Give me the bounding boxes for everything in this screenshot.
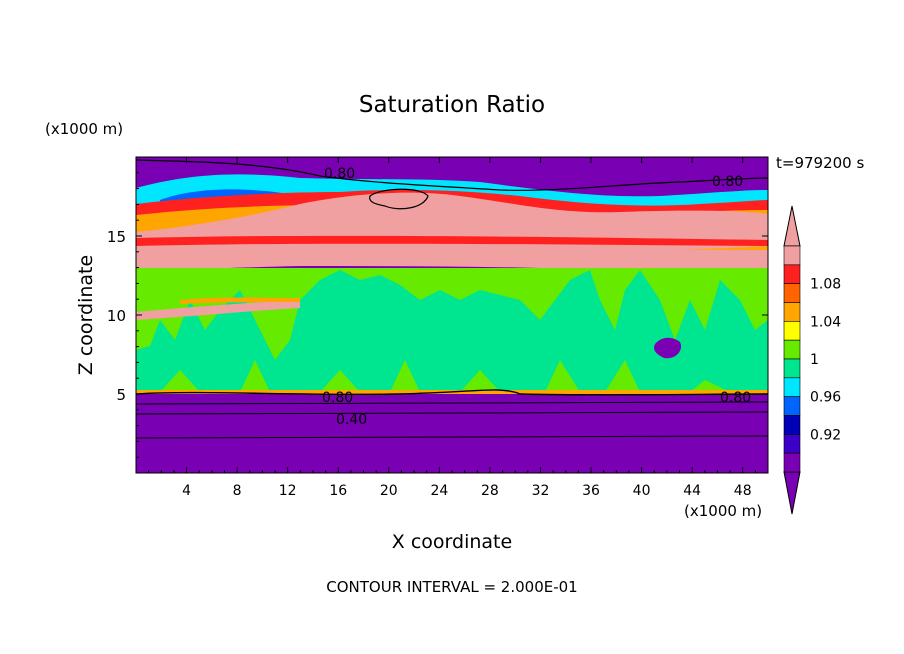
colorbar: 0.92 0.96 1 1.04 1.08 bbox=[783, 205, 841, 515]
colorbar-label: 1 bbox=[810, 352, 819, 368]
field-region-cloud-teal bbox=[136, 270, 768, 392]
x-tick-label: 24 bbox=[430, 483, 448, 499]
colorbar-segment bbox=[783, 302, 801, 322]
x-tick-label: 40 bbox=[633, 483, 651, 499]
colorbar-label: 0.96 bbox=[810, 390, 841, 406]
colorbar-segment bbox=[783, 415, 801, 435]
colorbar-label: 0.92 bbox=[810, 427, 841, 443]
contour-line-low-3 bbox=[136, 435, 768, 439]
colorbar-segment bbox=[783, 377, 801, 397]
x-tick-label: 48 bbox=[734, 483, 752, 499]
colorbar-upper-arrow bbox=[783, 205, 801, 247]
x-tick-label: 36 bbox=[582, 483, 600, 499]
field-region-streak-pink bbox=[136, 300, 300, 320]
y-tick-label: 15 bbox=[107, 228, 126, 246]
x-tick-label: 8 bbox=[233, 483, 242, 499]
field-region-subsaturated-bottom bbox=[136, 394, 768, 473]
footer-contour-interval: CONTOUR INTERVAL = 2.000E-01 bbox=[326, 578, 577, 596]
colorbar-label: 1.04 bbox=[810, 314, 841, 330]
x-unit-label: (x1000 m) bbox=[684, 502, 762, 520]
x-axis-label: X coordinate bbox=[392, 531, 512, 553]
colorbar-segment bbox=[783, 452, 801, 473]
x-tick-label: 16 bbox=[329, 483, 347, 499]
contour-line-upper bbox=[136, 159, 768, 191]
y-axis-label: Z coordinate bbox=[75, 255, 97, 375]
colorbar-segment bbox=[783, 396, 801, 416]
x-tick-label: 4 bbox=[182, 483, 191, 499]
x-tick-label: 20 bbox=[380, 483, 398, 499]
y-tick-label: 10 bbox=[107, 307, 126, 325]
contour-line-cloud-top bbox=[369, 188, 429, 210]
contour-label: 0.80 bbox=[322, 390, 353, 406]
x-tick-label: 32 bbox=[532, 483, 550, 499]
y-unit-label: (x1000 m) bbox=[45, 120, 123, 138]
contour-label: 0.80 bbox=[712, 174, 743, 190]
colorbar-segment bbox=[783, 321, 801, 341]
contour-line-low-1 bbox=[136, 401, 768, 405]
x-tick-label: 12 bbox=[279, 483, 297, 499]
colorbar-segment bbox=[783, 283, 801, 303]
x-tick-label: 44 bbox=[683, 483, 701, 499]
y-tick-label: 5 bbox=[116, 386, 126, 404]
contour-line-cloud-base bbox=[136, 389, 768, 396]
field-region-mid-pink bbox=[136, 244, 768, 271]
y-axis: 5 10 15 bbox=[107, 172, 768, 458]
colorbar-segment bbox=[783, 245, 801, 266]
colorbar-lower-arrow bbox=[783, 471, 801, 515]
colorbar-segment bbox=[783, 434, 801, 454]
colorbar-segment bbox=[783, 358, 801, 379]
x-tick-label: 28 bbox=[481, 483, 499, 499]
x-axis: 4 8 12 16 20 24 28 32 36 40 44 48 bbox=[148, 157, 756, 499]
colorbar-label: 1.08 bbox=[810, 277, 841, 293]
time-label: t=979200 s bbox=[776, 154, 864, 172]
colorbar-segment bbox=[783, 264, 801, 284]
field-region-dry-patch bbox=[654, 337, 682, 359]
contour-line-low-2 bbox=[136, 411, 768, 415]
heatmap-field: 0.80 0.80 0.80 0.80 0.40 bbox=[136, 157, 768, 473]
colorbar-segment bbox=[783, 339, 801, 360]
contour-label: 0.80 bbox=[324, 166, 355, 182]
contour-label: 0.40 bbox=[336, 412, 367, 428]
contour-label: 0.80 bbox=[720, 390, 751, 406]
field-region-mid-red bbox=[136, 235, 768, 246]
field-region-streak-orange bbox=[180, 297, 300, 304]
chart-title: Saturation Ratio bbox=[359, 92, 545, 118]
